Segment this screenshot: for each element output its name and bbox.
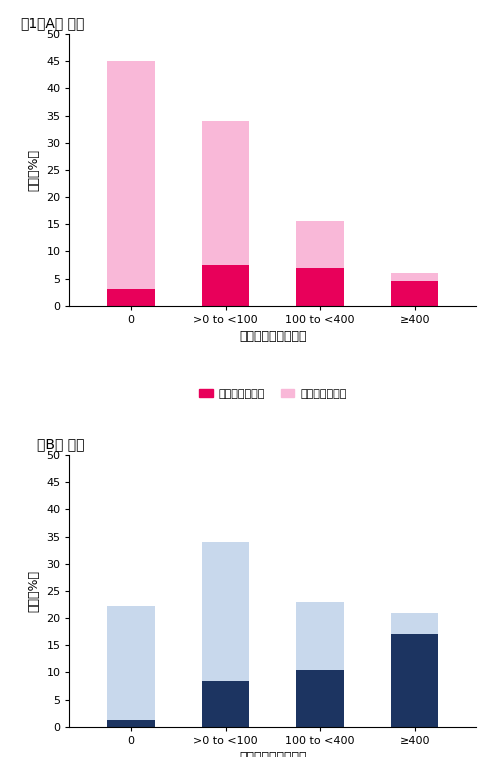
Bar (391, 612, 438, 634)
Text: 図1: 図1 (20, 17, 37, 30)
Bar (391, 282, 438, 306)
Bar (202, 121, 249, 265)
Bar (107, 61, 155, 289)
Text: （A） 女性: （A） 女性 (37, 16, 84, 30)
Bar (107, 720, 155, 727)
Bar (391, 273, 438, 282)
Bar (107, 289, 155, 306)
X-axis label: 冠動脈石灰化スコア: 冠動脈石灰化スコア (239, 330, 307, 343)
Bar (297, 670, 344, 727)
Bar (297, 602, 344, 670)
Bar (391, 634, 438, 727)
Text: （B） 男性: （B） 男性 (37, 437, 84, 451)
Bar (202, 681, 249, 727)
Bar (202, 542, 249, 681)
Bar (297, 268, 344, 306)
Bar (297, 222, 344, 268)
Y-axis label: 割合（%）: 割合（%） (28, 570, 41, 612)
Bar (107, 606, 155, 720)
X-axis label: 冠動脈石灰化スコア: 冠動脈石灰化スコア (239, 751, 307, 757)
Bar (202, 265, 249, 306)
Legend: 冠動脈狭窄あり, 冠動脈狭窄なし: 冠動脈狭窄あり, 冠動脈狭窄なし (195, 385, 351, 403)
Y-axis label: 割合（%）: 割合（%） (28, 149, 41, 191)
